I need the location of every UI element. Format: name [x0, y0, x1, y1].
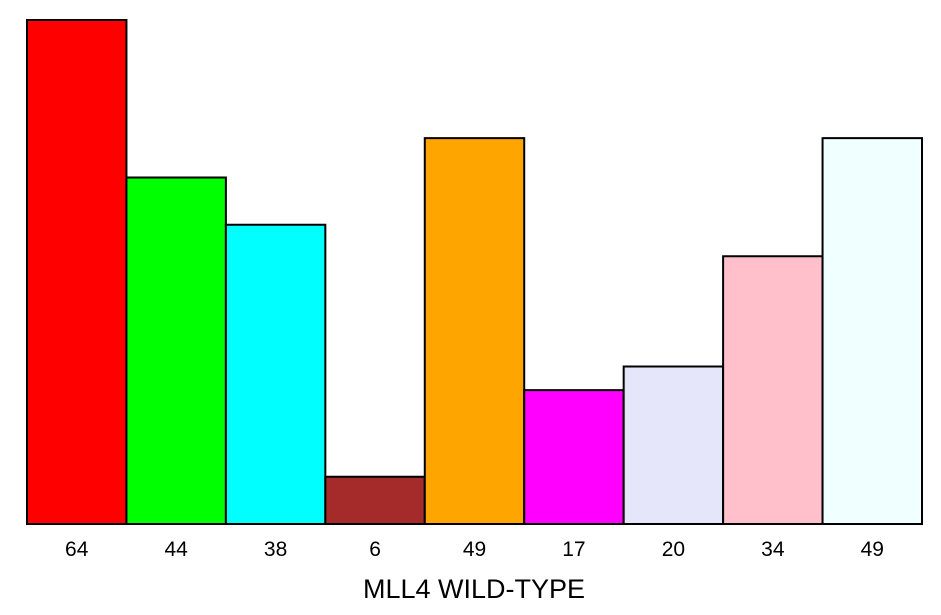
category-label-5: 49 — [463, 538, 486, 561]
x-axis-label: MLL4 WILD-TYPE — [363, 574, 585, 604]
category-label-1: 64 — [65, 538, 89, 561]
bar-7 — [622, 365, 725, 525]
bars-layer — [26, 19, 923, 526]
bar-3 — [224, 223, 327, 525]
category-label-9: 49 — [861, 538, 884, 561]
bar-8 — [722, 255, 824, 525]
category-label-6: 17 — [562, 538, 585, 561]
category-label-7: 20 — [662, 538, 685, 561]
category-label-2: 44 — [164, 538, 188, 561]
bar-1 — [26, 19, 128, 525]
bar-9 — [821, 137, 923, 526]
category-labels-layer: 64 44 38 6 49 17 20 34 49 — [65, 538, 884, 561]
bar-2 — [125, 176, 227, 525]
category-label-3: 38 — [264, 538, 287, 561]
category-label-4: 6 — [369, 538, 381, 561]
bar-5 — [423, 137, 526, 526]
category-label-8: 34 — [761, 538, 785, 561]
bar-6 — [523, 389, 625, 526]
bar-4 — [324, 475, 426, 525]
